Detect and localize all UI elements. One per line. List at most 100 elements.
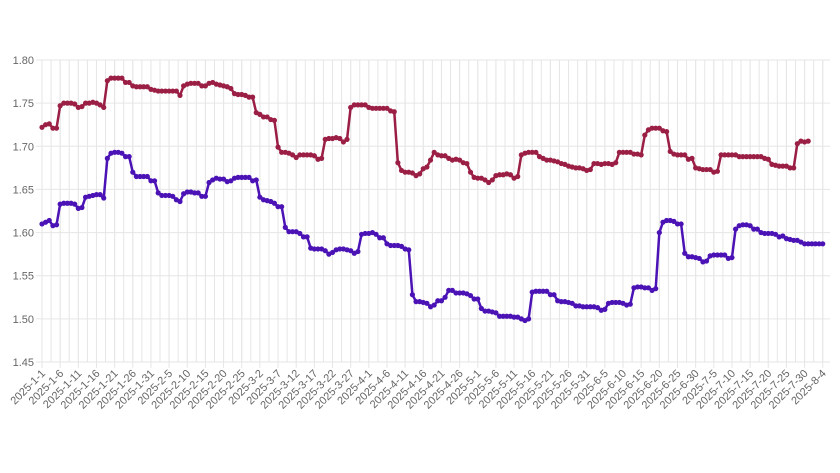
- data-point[interactable]: [515, 173, 521, 180]
- data-point[interactable]: [369, 105, 376, 111]
- data-point[interactable]: [101, 195, 107, 201]
- data-point[interactable]: [275, 204, 281, 210]
- data-point[interactable]: [39, 124, 45, 130]
- data-point[interactable]: [271, 200, 278, 206]
- data-point[interactable]: [108, 75, 114, 81]
- data-point[interactable]: [50, 125, 56, 131]
- data-point[interactable]: [195, 80, 201, 86]
- data-point[interactable]: [533, 149, 539, 155]
- data-point[interactable]: [104, 155, 110, 161]
- data-point[interactable]: [569, 300, 575, 306]
- data-point[interactable]: [504, 313, 510, 319]
- data-point[interactable]: [358, 102, 365, 108]
- data-point[interactable]: [326, 135, 332, 142]
- data-point[interactable]: [122, 79, 129, 86]
- data-point[interactable]: [362, 230, 368, 237]
- data-point[interactable]: [475, 175, 481, 181]
- data-point[interactable]: [801, 241, 808, 247]
- data-point[interactable]: [486, 179, 492, 186]
- data-point[interactable]: [206, 179, 212, 186]
- data-point[interactable]: [431, 302, 437, 308]
- data-point[interactable]: [289, 152, 296, 158]
- data-point[interactable]: [743, 154, 750, 160]
- data-point[interactable]: [351, 102, 357, 108]
- data-point[interactable]: [380, 235, 386, 241]
- data-point[interactable]: [104, 78, 110, 84]
- data-point[interactable]: [722, 152, 728, 158]
- data-point[interactable]: [645, 285, 652, 291]
- data-point[interactable]: [250, 94, 256, 100]
- data-point[interactable]: [202, 193, 209, 199]
- data-point[interactable]: [467, 169, 474, 175]
- data-point[interactable]: [297, 152, 303, 158]
- data-point[interactable]: [446, 287, 452, 293]
- data-point[interactable]: [805, 241, 811, 247]
- data-point[interactable]: [656, 229, 662, 236]
- data-point[interactable]: [500, 313, 506, 319]
- data-point[interactable]: [355, 248, 361, 255]
- data-point[interactable]: [754, 154, 760, 160]
- data-point[interactable]: [144, 173, 150, 180]
- data-point[interactable]: [736, 154, 742, 160]
- data-point[interactable]: [678, 221, 684, 227]
- data-point[interactable]: [362, 102, 368, 108]
- data-point[interactable]: [573, 303, 579, 309]
- data-point[interactable]: [79, 204, 85, 211]
- data-point[interactable]: [558, 299, 564, 305]
- data-point[interactable]: [126, 154, 132, 160]
- data-point[interactable]: [395, 160, 401, 166]
- data-point[interactable]: [319, 155, 325, 161]
- data-point[interactable]: [424, 164, 430, 170]
- data-point[interactable]: [53, 125, 60, 131]
- data-point[interactable]: [526, 149, 532, 155]
- data-point[interactable]: [674, 152, 681, 158]
- data-point[interactable]: [137, 84, 143, 90]
- data-point[interactable]: [170, 193, 176, 199]
- data-point[interactable]: [609, 299, 615, 306]
- data-point[interactable]: [188, 80, 194, 86]
- data-point[interactable]: [696, 255, 702, 262]
- data-point[interactable]: [151, 178, 158, 184]
- data-point[interactable]: [587, 166, 593, 173]
- data-point[interactable]: [642, 132, 648, 138]
- data-point[interactable]: [536, 288, 543, 294]
- data-point[interactable]: [101, 104, 107, 111]
- data-point[interactable]: [725, 152, 731, 158]
- data-point[interactable]: [591, 160, 597, 167]
- data-point[interactable]: [388, 242, 394, 249]
- data-point[interactable]: [791, 237, 797, 243]
- data-point[interactable]: [184, 189, 190, 195]
- data-point[interactable]: [144, 84, 150, 90]
- data-point[interactable]: [173, 88, 179, 94]
- data-point[interactable]: [707, 166, 713, 173]
- data-point[interactable]: [794, 141, 800, 147]
- data-point[interactable]: [776, 163, 782, 169]
- data-point[interactable]: [228, 178, 234, 184]
- data-point[interactable]: [417, 171, 423, 177]
- data-point[interactable]: [722, 252, 728, 258]
- data-point[interactable]: [141, 84, 147, 90]
- data-point[interactable]: [384, 105, 390, 111]
- data-point[interactable]: [809, 241, 815, 247]
- data-point[interactable]: [329, 249, 336, 256]
- data-point[interactable]: [253, 177, 259, 183]
- data-point[interactable]: [438, 298, 445, 304]
- data-point[interactable]: [653, 286, 659, 292]
- data-point[interactable]: [46, 217, 52, 224]
- data-point[interactable]: [413, 299, 419, 305]
- data-point[interactable]: [613, 299, 619, 306]
- data-point[interactable]: [507, 172, 514, 178]
- data-point[interactable]: [540, 288, 546, 294]
- data-point[interactable]: [239, 174, 245, 180]
- data-point[interactable]: [453, 290, 459, 296]
- data-point[interactable]: [311, 153, 317, 159]
- data-point[interactable]: [79, 103, 85, 110]
- data-point[interactable]: [435, 298, 441, 304]
- data-point[interactable]: [202, 83, 209, 89]
- data-point[interactable]: [162, 88, 169, 94]
- data-point[interactable]: [544, 288, 550, 294]
- data-point[interactable]: [130, 169, 136, 175]
- data-point[interactable]: [289, 229, 296, 235]
- data-point[interactable]: [199, 193, 205, 199]
- data-point[interactable]: [162, 192, 169, 199]
